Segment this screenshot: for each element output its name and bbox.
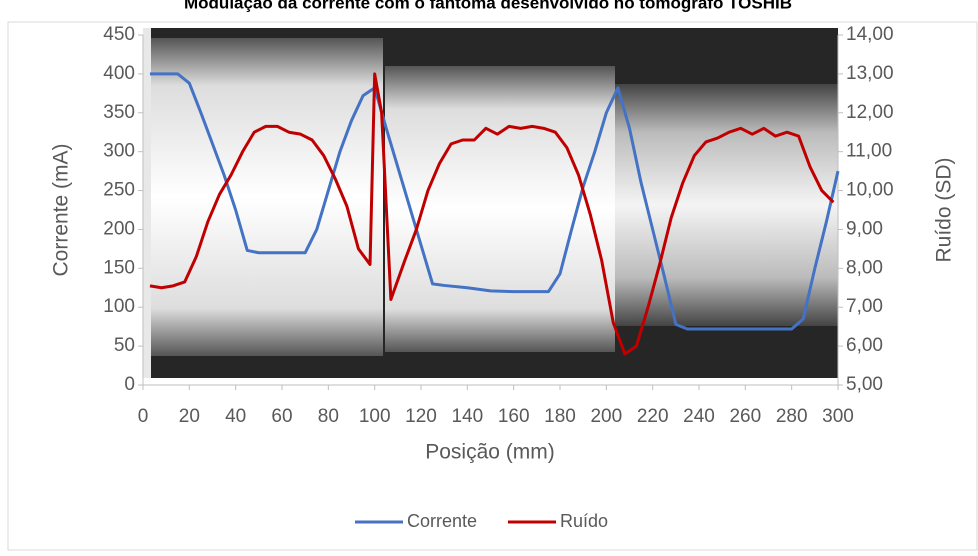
- y2-tick-label: 12,00: [846, 102, 894, 123]
- y2-tick-label: 5,00: [846, 374, 883, 395]
- y-axis-title: Corrente (mA): [50, 143, 73, 276]
- x-tick-label: 140: [451, 406, 483, 427]
- y2-tick-label: 10,00: [846, 180, 894, 201]
- legend-label: Ruído: [560, 511, 608, 531]
- y-tick-label: 50: [114, 335, 135, 356]
- y-tick-label: 300: [103, 141, 135, 162]
- y-tick-label: 0: [124, 374, 135, 395]
- y-tick-label: 450: [103, 24, 135, 45]
- phantom-image: [143, 28, 838, 378]
- x-tick-label: 100: [359, 406, 391, 427]
- y2-tick-label: 9,00: [846, 218, 883, 239]
- x-tick-label: 240: [683, 406, 715, 427]
- legend-label: Corrente: [407, 511, 477, 531]
- x-axis-title: Posição (mm): [425, 441, 555, 464]
- y2-tick-label: 8,00: [846, 257, 883, 278]
- y-tick-label: 350: [103, 102, 135, 123]
- x-tick-label: 220: [637, 406, 669, 427]
- x-tick-label: 160: [498, 406, 530, 427]
- y2-axis-title: Ruído (SD): [933, 157, 956, 262]
- y-tick-label: 150: [103, 257, 135, 278]
- x-tick-label: 200: [590, 406, 622, 427]
- x-tick-label: 120: [405, 406, 437, 427]
- y2-tick-label: 11,00: [846, 141, 892, 162]
- y-tick-label: 200: [103, 218, 135, 239]
- y-tick-label: 100: [103, 296, 135, 317]
- x-tick-label: 40: [225, 406, 246, 427]
- y2-tick-label: 13,00: [846, 63, 894, 84]
- y2-tick-label: 6,00: [846, 335, 883, 356]
- chart: Modulação da corrente com o fantoma dese…: [0, 0, 978, 551]
- y-tick-label: 250: [103, 180, 135, 201]
- x-tick-label: 0: [138, 406, 149, 427]
- x-tick-label: 260: [729, 406, 761, 427]
- x-tick-label: 280: [776, 406, 808, 427]
- y-tick-label: 400: [103, 63, 135, 84]
- x-tick-label: 80: [318, 406, 339, 427]
- x-tick-label: 60: [271, 406, 292, 427]
- x-tick-label: 300: [822, 406, 854, 427]
- x-tick-label: 20: [179, 406, 200, 427]
- chart-title: Modulação da corrente com o fantoma dese…: [184, 0, 792, 12]
- y2-tick-label: 7,00: [846, 296, 883, 317]
- x-tick-label: 180: [544, 406, 576, 427]
- y2-tick-label: 14,00: [846, 24, 894, 45]
